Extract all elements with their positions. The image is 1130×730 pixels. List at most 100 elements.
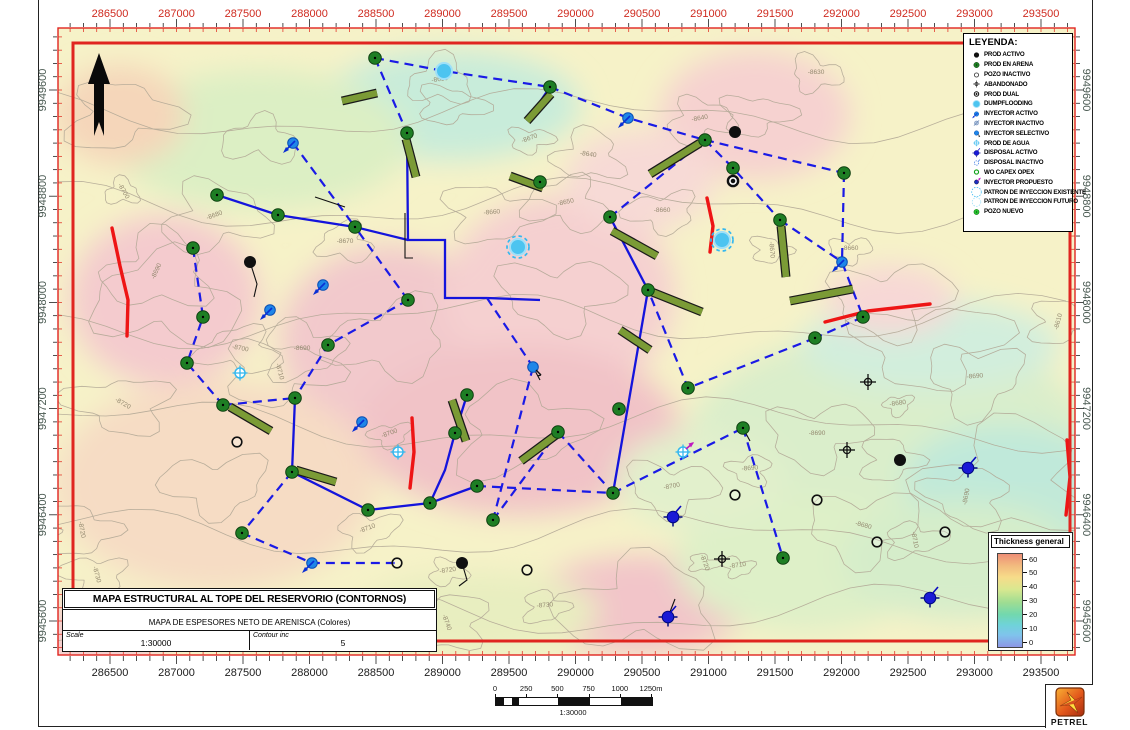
prod-activo-well[interactable]: [244, 256, 256, 268]
scale-bar-segment: [503, 698, 512, 705]
inyector-activo-well[interactable]: [283, 137, 299, 153]
legend-item-label: DUMPFLOODING: [984, 100, 1033, 108]
prod-arena-well[interactable]: [837, 166, 851, 180]
dumpflooding-well[interactable]: [435, 62, 453, 80]
prod-arena-well[interactable]: [460, 388, 474, 402]
inyector-activo-well[interactable]: [832, 256, 848, 272]
prod-arena-well[interactable]: [180, 356, 194, 370]
prod-arena-well[interactable]: [448, 426, 462, 440]
disposal-inactivo-icon: [973, 158, 981, 166]
dumpflooding-well[interactable]: [713, 231, 731, 249]
prod-arena-well[interactable]: [210, 188, 224, 202]
prod-agua-well[interactable]: [232, 365, 248, 381]
disposal-activo-well[interactable]: [663, 505, 683, 527]
inyector-activo-well[interactable]: [302, 557, 318, 573]
prod-arena-well[interactable]: [400, 126, 414, 140]
prod-arena-well[interactable]: [196, 310, 210, 324]
disposal-activo-well[interactable]: [658, 605, 678, 627]
y-axis-label-left: 9947200: [37, 387, 49, 430]
inyector-selectivo-well[interactable]: [527, 361, 542, 377]
prod-dual-well[interactable]: [726, 174, 740, 188]
prod-arena-well[interactable]: [288, 391, 302, 405]
abandonado-well[interactable]: [839, 442, 855, 458]
fault-line: [110, 226, 130, 338]
prod-arena-well[interactable]: [533, 175, 547, 189]
patron-existente-well[interactable]: [506, 235, 530, 259]
abandonado-well[interactable]: [860, 374, 876, 390]
prod-arena-well[interactable]: [603, 210, 617, 224]
prod-arena-well[interactable]: [348, 220, 362, 234]
scale-bar-segment: [558, 698, 590, 705]
flow-line-dashed: [374, 56, 551, 89]
inyector-activo-well[interactable]: [313, 279, 329, 295]
prod-activo-icon: [973, 52, 980, 58]
prod-arena-well[interactable]: [681, 381, 695, 395]
abandonado-well[interactable]: [714, 551, 730, 567]
colorbar-tick: 50: [1023, 568, 1037, 577]
flow-line-dashed: [609, 139, 706, 218]
legend-item-label: PROD EN ARENA: [984, 61, 1034, 69]
prod-arena-well[interactable]: [773, 213, 787, 227]
prod-arena-well[interactable]: [321, 338, 335, 352]
prod-arena-well[interactable]: [776, 551, 790, 565]
prod-dual-well: [973, 91, 980, 97]
pozo-inactivo-well[interactable]: [811, 494, 823, 506]
x-axis-label-top: 287000: [158, 8, 195, 20]
pozo-inactivo-well: [974, 72, 979, 77]
disposal-activo-well[interactable]: [958, 456, 978, 478]
prod-arena-well[interactable]: [216, 398, 230, 412]
pozo-inactivo-icon: [974, 72, 979, 77]
prod-arena-well[interactable]: [551, 425, 565, 439]
inyector-activo-well[interactable]: [352, 416, 368, 432]
prod-arena-well[interactable]: [808, 331, 822, 345]
prod-arena-well[interactable]: [641, 283, 655, 297]
prod-activo-well[interactable]: [456, 557, 468, 569]
contour-label: -8680: [889, 399, 907, 408]
disposal-activo-well[interactable]: [920, 586, 940, 608]
prod-agua-well[interactable]: [390, 444, 406, 460]
prod-arena-well[interactable]: [470, 479, 484, 493]
pozo-inactivo-well[interactable]: [871, 536, 883, 548]
prod-arena-well[interactable]: [856, 310, 870, 324]
prod-arena-well[interactable]: [612, 402, 626, 416]
x-axis-label-top: 289000: [424, 8, 461, 20]
prod-arena-well[interactable]: [606, 486, 620, 500]
prod-arena-well[interactable]: [423, 496, 437, 510]
x-axis-label-top: 288500: [358, 8, 395, 20]
prod-arena-well[interactable]: [271, 208, 285, 222]
inyector-propuesto-agua-well[interactable]: [675, 442, 695, 460]
dumpflooding-well[interactable]: [509, 238, 527, 256]
well-track-bar: [789, 285, 854, 305]
prod-arena-well[interactable]: [736, 421, 750, 435]
pozo-inactivo-well[interactable]: [521, 564, 533, 576]
prod-activo-well[interactable]: [894, 454, 906, 466]
prod-arena-well[interactable]: [543, 80, 557, 94]
prod-arena-well[interactable]: [186, 241, 200, 255]
prod-arena-well[interactable]: [235, 526, 249, 540]
prod-activo-well[interactable]: [729, 126, 741, 138]
prod-arena-well[interactable]: [698, 133, 712, 147]
inyector-activo-well[interactable]: [618, 112, 634, 128]
prod-arena-well[interactable]: [285, 465, 299, 479]
prod-arena-well[interactable]: [361, 503, 375, 517]
pozo-inactivo-well[interactable]: [231, 436, 243, 448]
patron-existente-well[interactable]: [710, 228, 734, 252]
scale-bar-segment: [519, 698, 528, 705]
contour-label: -8690: [741, 464, 759, 472]
pozo-inactivo-well[interactable]: [391, 557, 403, 569]
well-track-bar: [650, 288, 704, 316]
contour-label: -8660: [654, 207, 671, 214]
legend-item-label: INYECTOR SELECTIVO: [984, 129, 1050, 137]
legend-item: INYECTOR ACTIVO: [969, 109, 1070, 119]
prod-arena-well[interactable]: [401, 293, 415, 307]
x-axis-label-bottom: 289500: [491, 667, 528, 679]
prod-arena-well[interactable]: [726, 161, 740, 175]
legend-item: PROD EN ARENA: [969, 60, 1070, 70]
pozo-inactivo-well[interactable]: [939, 526, 951, 538]
prod-arena-well[interactable]: [486, 513, 500, 527]
colorbar-title: Thickness general: [991, 535, 1070, 548]
prod-arena-well[interactable]: [368, 51, 382, 65]
disposal-inactivo-well: [973, 158, 981, 166]
pozo-inactivo-well[interactable]: [729, 489, 741, 501]
inyector-activo-well[interactable]: [260, 304, 276, 320]
